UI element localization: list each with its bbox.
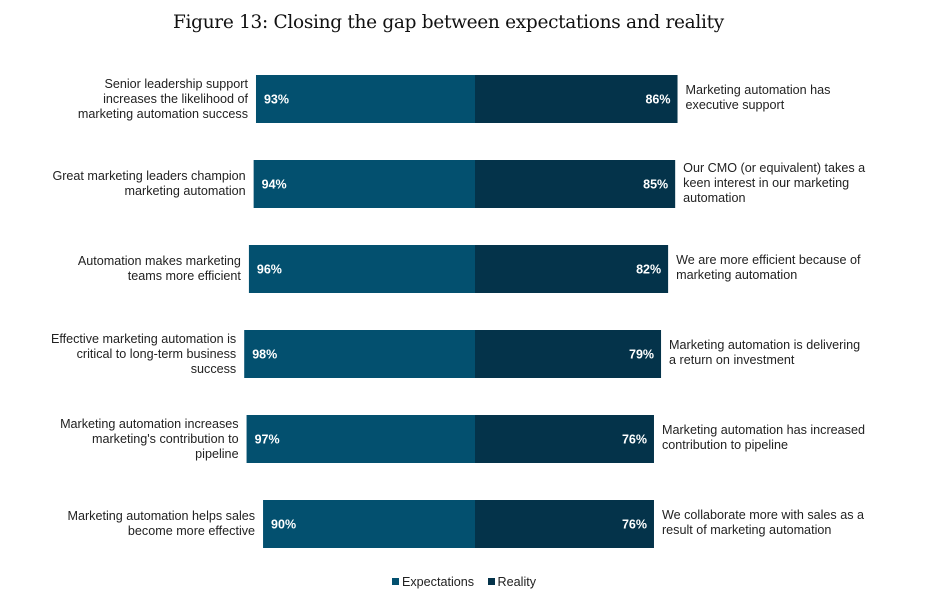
value-label-expectations: 97%	[255, 433, 280, 447]
bar-reality	[475, 330, 662, 378]
value-label-reality: 76%	[622, 518, 647, 532]
legend-item-reality: Reality	[487, 575, 537, 589]
bar-expectations	[246, 415, 475, 463]
category-label-right: Our CMO (or equivalent) takes a keen inte…	[683, 160, 866, 205]
category-label-left: Automation makes marketing teams more eff…	[77, 254, 241, 283]
legend: Expectations Reality	[0, 575, 928, 589]
bar-expectations	[255, 75, 475, 123]
value-label-reality: 76%	[622, 433, 647, 447]
category-label-right: Marketing automation has executive suppor…	[685, 83, 831, 112]
category-label-right: We collaborate more with sales as a resul…	[661, 508, 865, 537]
bar-expectations	[244, 330, 475, 378]
value-label-expectations: 94%	[262, 178, 287, 192]
bar-reality	[475, 160, 676, 208]
value-label-reality: 79%	[629, 348, 654, 362]
category-label-left: Senior leadership support increases the l…	[77, 76, 248, 121]
category-label-left: Great marketing leaders champion marketin…	[52, 169, 246, 198]
value-label-expectations: 93%	[264, 93, 289, 107]
category-label-left: Marketing automation increases marketing'…	[60, 416, 239, 461]
bar-expectations	[263, 500, 475, 548]
category-label-right: We are more efficient because of marketin…	[676, 253, 861, 282]
value-label-expectations: 96%	[257, 263, 282, 277]
legend-item-expectations: Expectations	[391, 575, 475, 589]
bar-expectations	[253, 160, 475, 208]
legend-swatch-expectations	[391, 578, 399, 585]
category-label-right: Marketing automation is delivering a retu…	[669, 338, 861, 367]
value-label-reality: 86%	[645, 93, 670, 107]
legend-label-expectations: Expectations	[401, 575, 475, 589]
bar-reality	[475, 245, 669, 293]
legend-swatch-reality	[487, 578, 495, 585]
value-label-expectations: 98%	[252, 348, 277, 362]
bar-reality	[475, 415, 654, 463]
chart-title: Figure 13: Closing the gap between expec…	[173, 12, 724, 33]
category-label-left: Marketing automation helps sales become m…	[67, 509, 256, 538]
category-label-right: Marketing automation has increased contri…	[661, 423, 865, 452]
legend-label-reality: Reality	[497, 575, 537, 589]
bar-expectations	[248, 245, 475, 293]
value-label-expectations: 90%	[271, 518, 296, 532]
value-label-reality: 85%	[643, 178, 668, 192]
value-label-reality: 82%	[636, 263, 661, 277]
bar-reality	[475, 75, 678, 123]
bar-reality	[475, 500, 654, 548]
category-label-left: Effective marketing automation is critica…	[50, 331, 237, 376]
